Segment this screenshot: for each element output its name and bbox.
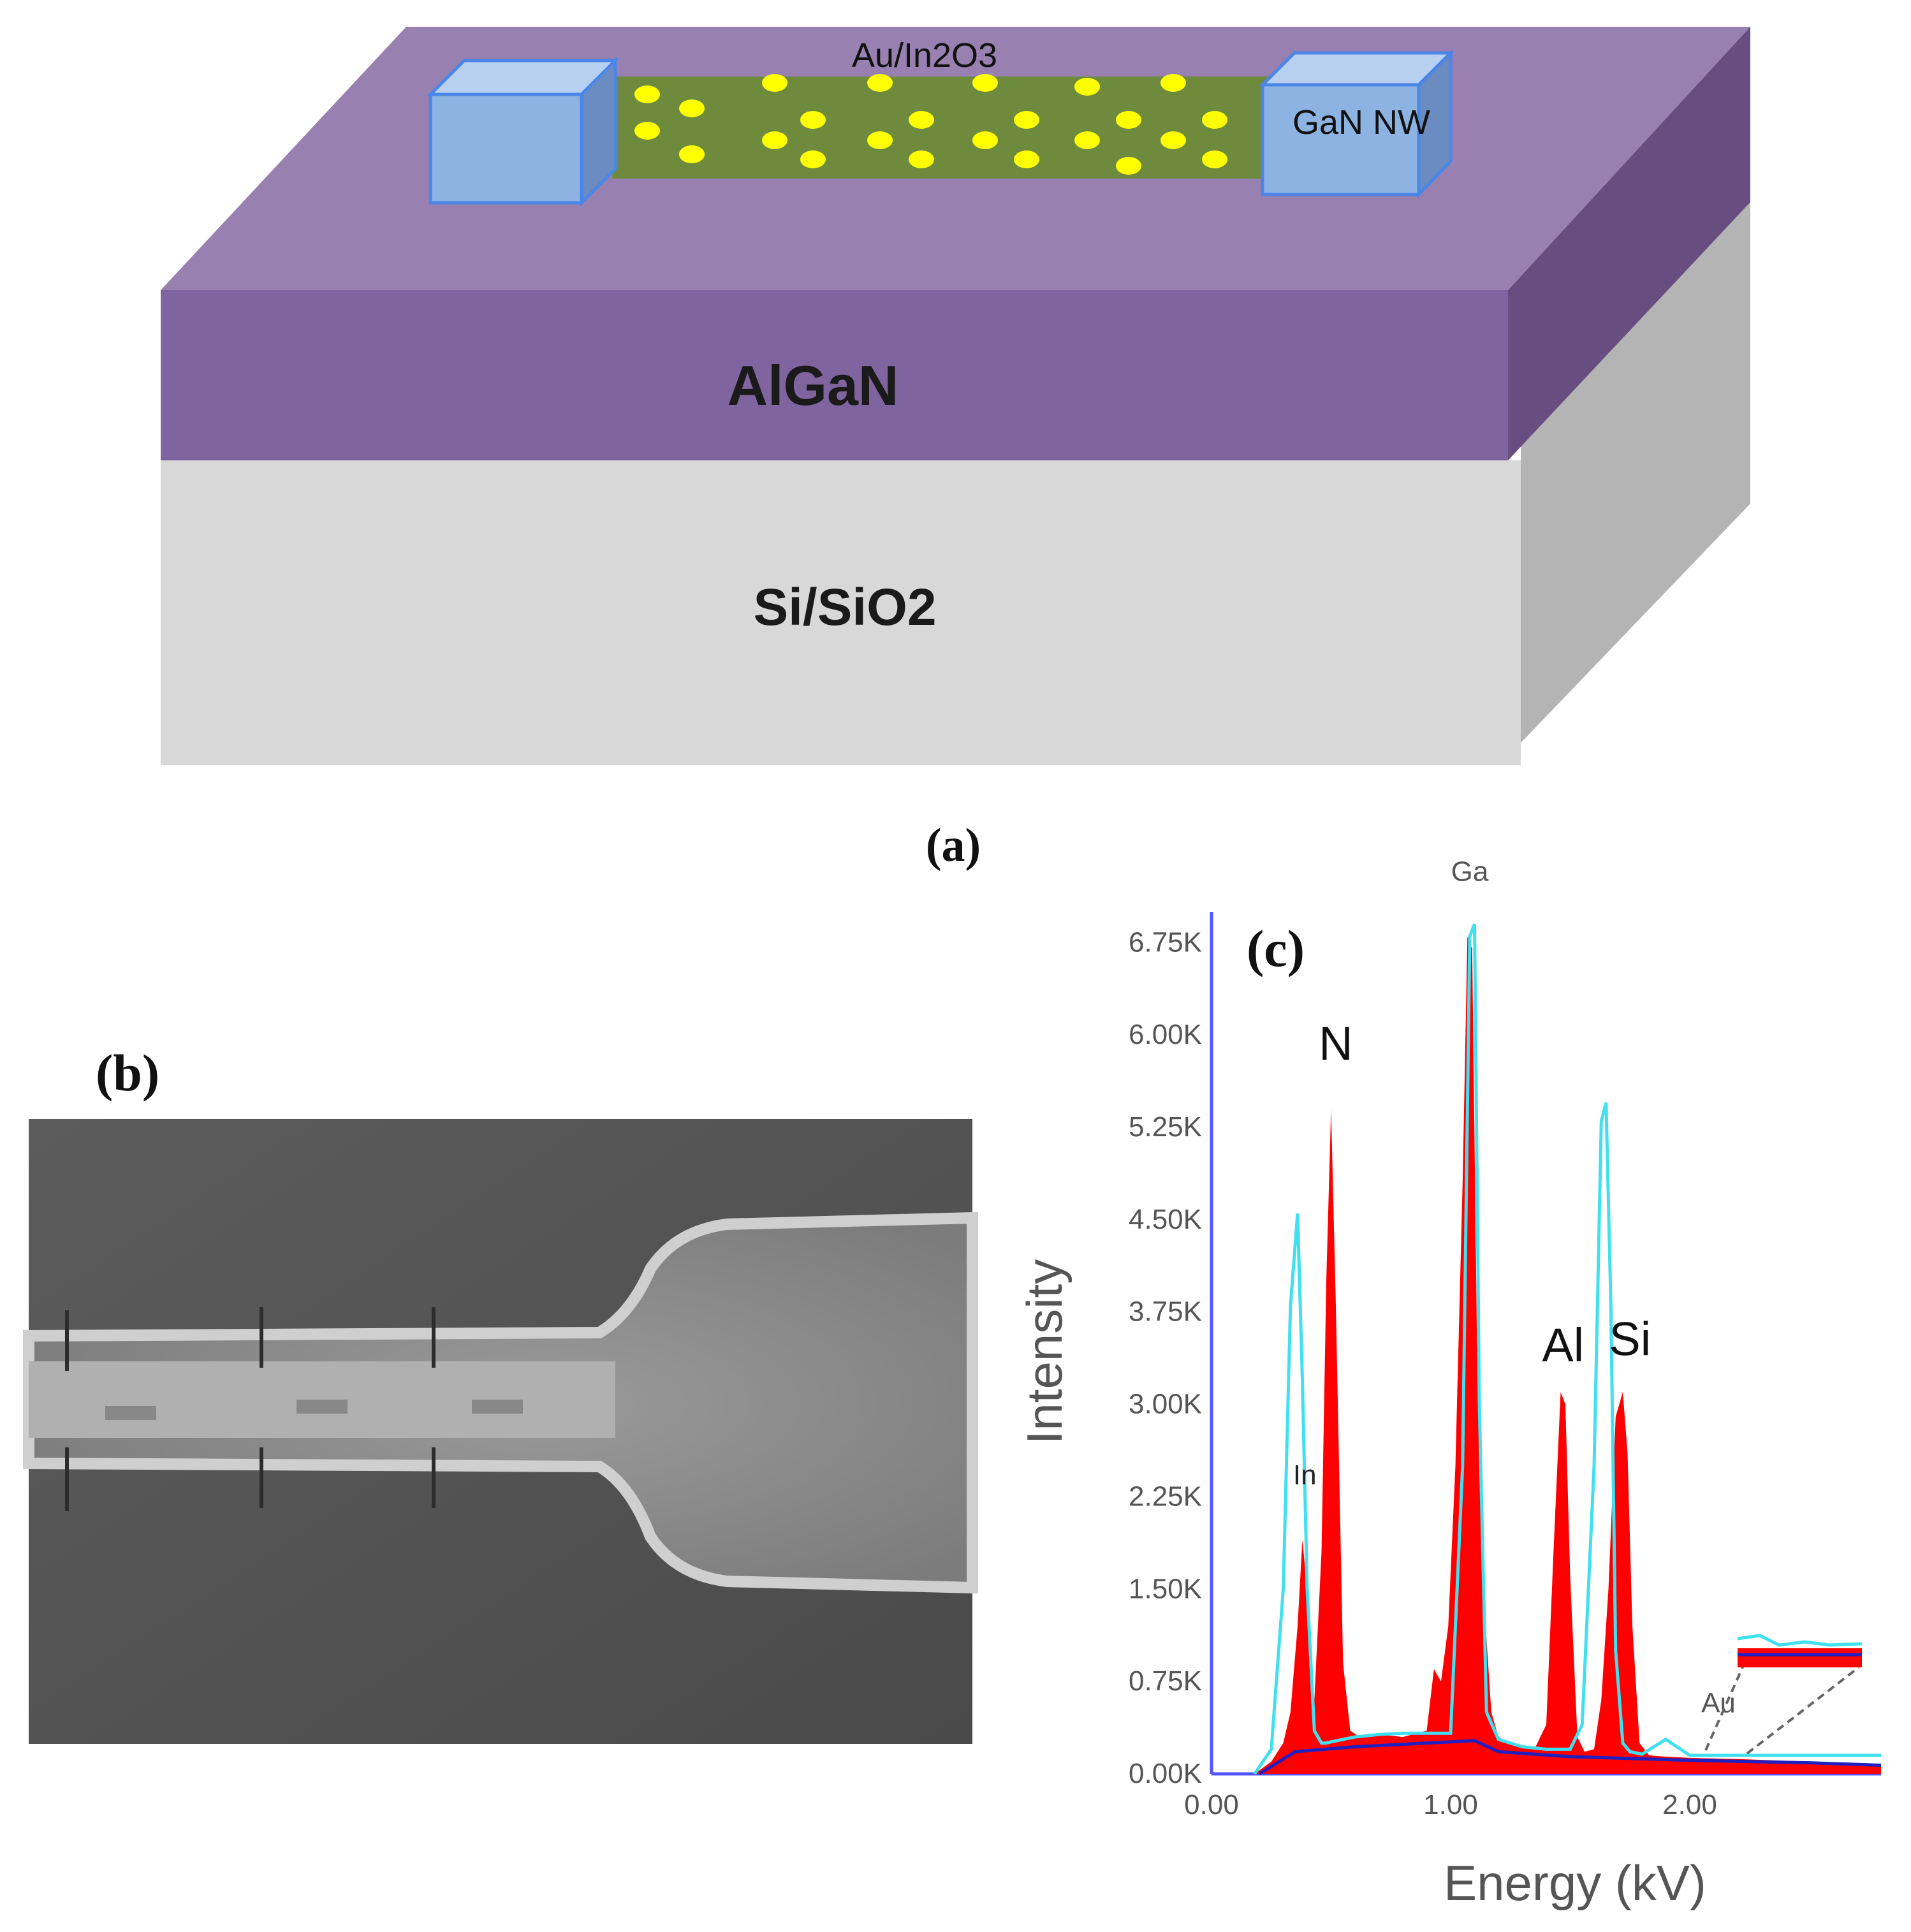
x-tick-label: 0.00 bbox=[1184, 1789, 1239, 1820]
peak-label-al: Al bbox=[1542, 1319, 1584, 1372]
peak-label-n: N bbox=[1319, 1017, 1352, 1070]
panel-c-label: (c) bbox=[1247, 919, 1305, 977]
catalyst-label: Au/In2O3 bbox=[852, 36, 997, 75]
series-baseline bbox=[1258, 1739, 1882, 1776]
nanowire-label: GaN NW bbox=[1292, 103, 1430, 142]
catalyst-dot bbox=[1014, 111, 1039, 129]
catalyst-dot bbox=[679, 145, 705, 163]
sem-markers bbox=[65, 1307, 436, 1511]
catalyst-dot bbox=[762, 131, 787, 149]
y-tick-label: 5.25K bbox=[1129, 1111, 1202, 1143]
substrate-front-face bbox=[161, 460, 1521, 765]
nanowire-body bbox=[612, 77, 1269, 179]
catalyst-dot bbox=[800, 111, 826, 129]
y-tick-label: 0.00K bbox=[1129, 1758, 1202, 1789]
catalyst-dot bbox=[1202, 150, 1227, 168]
catalyst-dot bbox=[909, 111, 934, 129]
catalyst-dots bbox=[634, 74, 1227, 175]
catalyst-dot bbox=[1074, 131, 1100, 149]
inset-zoom bbox=[1704, 1634, 1863, 1755]
substrate-side-face bbox=[1521, 202, 1750, 743]
catalyst-dot bbox=[1161, 131, 1186, 149]
y-tick-label: 2.25K bbox=[1129, 1481, 1202, 1512]
left-contact-pad bbox=[426, 56, 620, 207]
x-tick-labels: 0.00 1.00 2.00 bbox=[1184, 1789, 1717, 1820]
x-axis-title: Energy (kV) bbox=[1444, 1855, 1706, 1911]
catalyst-dot bbox=[800, 150, 826, 168]
catalyst-dot bbox=[1116, 111, 1141, 129]
catalyst-dot bbox=[1161, 74, 1186, 92]
x-tick-label: 1.00 bbox=[1423, 1789, 1478, 1820]
y-tick-label: 1.50K bbox=[1129, 1573, 1202, 1604]
series-cyan-line bbox=[1253, 923, 1881, 1775]
catalyst-dot bbox=[972, 131, 998, 149]
y-tick-label: 4.50K bbox=[1129, 1204, 1202, 1235]
catalyst-dot bbox=[867, 131, 893, 149]
catalyst-dot bbox=[909, 150, 934, 168]
barrier-label: AlGaN bbox=[728, 354, 899, 417]
right-contact-pad bbox=[1258, 48, 1455, 199]
catalyst-dot bbox=[1074, 78, 1100, 96]
peak-label-au: Au bbox=[1701, 1687, 1736, 1718]
y-tick-label: 0.75K bbox=[1129, 1665, 1202, 1697]
panel-b-label: (b) bbox=[96, 1044, 159, 1102]
y-tick-label: 6.75K bbox=[1129, 926, 1202, 958]
x-tick-label: 2.00 bbox=[1662, 1789, 1717, 1820]
catalyst-dot bbox=[1202, 111, 1227, 129]
catalyst-dot bbox=[1014, 150, 1039, 168]
catalyst-dot bbox=[867, 74, 893, 92]
panel-c-chart: (c) 0.00K 0.75K 1.50K 2.25K 3.00K 3.75K 4.50K 5… bbox=[1016, 856, 1882, 1911]
y-tick-label: 3.75K bbox=[1129, 1296, 1202, 1328]
peak-annotations: Ga N In Al Si Au bbox=[1293, 856, 1736, 1719]
catalyst-dot bbox=[1116, 157, 1141, 175]
peak-label-in: In bbox=[1293, 1460, 1317, 1491]
algan-side-face bbox=[1508, 27, 1750, 460]
y-tick-label: 3.00K bbox=[1129, 1389, 1202, 1420]
panel-a-caption: (a) bbox=[926, 819, 981, 872]
y-tick-label: 6.00K bbox=[1129, 1019, 1202, 1050]
panel-a-schematic: Au/In2O3 GaN NW AlGaN Si/SiO2 (a) bbox=[161, 27, 1750, 872]
sem-scale-marks bbox=[105, 1400, 523, 1420]
plot-area bbox=[1253, 923, 1882, 1776]
panel-b-sem: (b) bbox=[23, 1044, 978, 1744]
catalyst-dot bbox=[762, 74, 787, 92]
catalyst-dot bbox=[634, 122, 660, 140]
peak-label-si: Si bbox=[1609, 1312, 1651, 1365]
catalyst-dot bbox=[972, 74, 998, 92]
peak-label-ga: Ga bbox=[1451, 856, 1489, 888]
y-tick-labels: 0.00K 0.75K 1.50K 2.25K 3.00K 3.75K 4.50K 5.25K… bbox=[1129, 926, 1202, 1789]
y-axis-title: Intensity bbox=[1016, 1259, 1073, 1444]
catalyst-dot bbox=[679, 99, 705, 117]
series-red-area bbox=[1254, 936, 1881, 1774]
algan-front-face bbox=[161, 290, 1508, 460]
catalyst-dot bbox=[634, 85, 660, 103]
substrate-label: Si/SiO2 bbox=[753, 578, 936, 636]
